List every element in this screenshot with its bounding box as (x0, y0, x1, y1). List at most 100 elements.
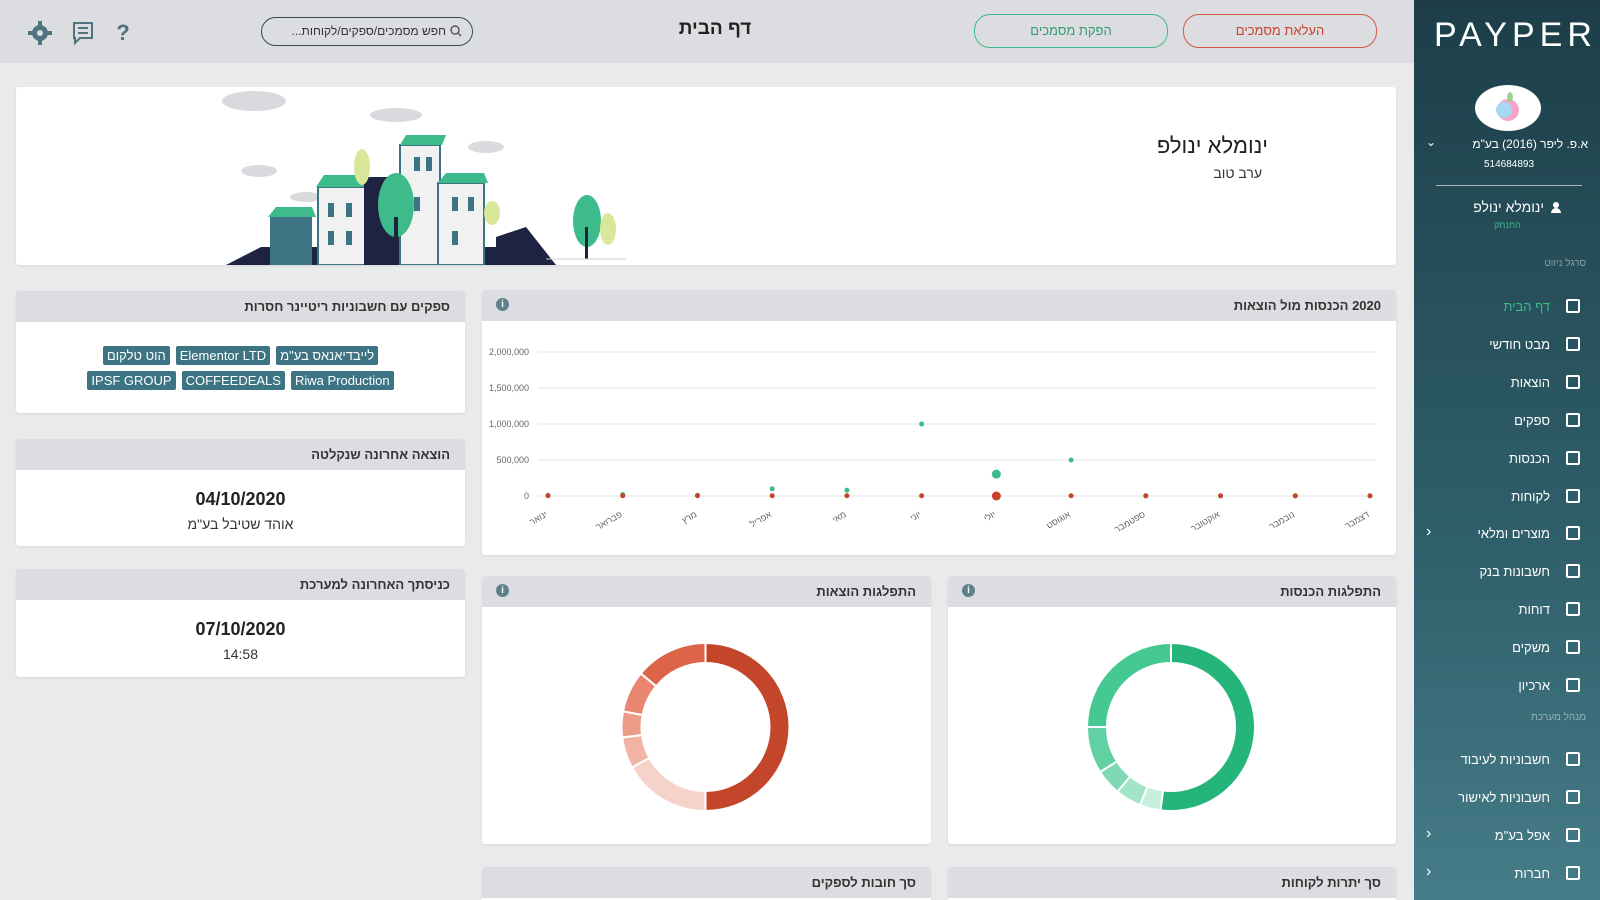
supplier-tag[interactable]: Riwa Production (290, 371, 394, 390)
settings-icon[interactable] (28, 21, 52, 45)
city-illustration (222, 91, 626, 265)
card-title: התפלגות הוצאות (816, 584, 916, 599)
donut-segment (1085, 726, 1119, 774)
card-header: כניסתך האחרונה למערכת (16, 569, 465, 600)
data-point (1367, 493, 1373, 499)
nav-item[interactable]: ספקים (1424, 406, 1586, 436)
nav-label: ספקים (1514, 412, 1550, 428)
nav-item[interactable]: דוחות (1424, 595, 1586, 625)
supplier-tag[interactable]: Elementor LTD (175, 346, 271, 365)
expand-chevron: ‹ (1426, 523, 1432, 541)
nav-item[interactable]: מבט חודשי (1424, 330, 1586, 360)
data-point (1068, 493, 1074, 499)
x-tick-label: דצמבר (1343, 509, 1371, 531)
messages-icon[interactable] (73, 22, 93, 46)
donut-segment (630, 756, 707, 813)
card-title: כניסתך האחרונה למערכת (299, 577, 450, 592)
nav-item[interactable]: דף הבית (1424, 292, 1586, 322)
card-header: ספקים עם חשבוניות ריטיינר חסרות (16, 291, 465, 322)
expand-chevron: ‹ (1426, 863, 1432, 880)
nav-label: חברות (1514, 866, 1550, 881)
data-point (1292, 493, 1298, 499)
nav-icon (1566, 412, 1580, 427)
info-icon[interactable]: i (496, 298, 509, 311)
sidebar: PAYPER א.פ. ליפר (2016) בע"מ ⌄ 514684893… (1414, 0, 1600, 900)
income-distribution-card: התפלגות הכנסות i Disney Studio(52%) 1,103… (948, 576, 1396, 844)
nav-item[interactable]: הוצאות (1424, 368, 1586, 398)
nav-item[interactable]: אפל בע"מ ‹ (1424, 821, 1586, 851)
nav-label: משקים (1512, 640, 1550, 656)
nav-label: אפל בע"מ (1494, 828, 1550, 843)
nav-item[interactable]: ארכיון (1424, 671, 1586, 701)
x-tick-label: אפריל (748, 509, 773, 529)
welcome-card: ינומלא ינולפ ערב טוב (16, 87, 1396, 265)
supplier-tag[interactable]: IPSF GROUP (87, 371, 176, 390)
nav-item[interactable]: חברות ‹ (1424, 859, 1586, 889)
nav-icon (1566, 828, 1580, 842)
nav-item[interactable]: חשבוניות לאישור (1424, 783, 1586, 813)
data-point (991, 469, 1001, 479)
nav-label: דף הבית (1503, 299, 1550, 314)
nav-label: מבט חודשי (1489, 336, 1550, 352)
x-tick-label: פברואר (594, 509, 624, 532)
login-date: 07/10/2020 (195, 619, 286, 639)
company-dropdown[interactable]: ⌄ (1426, 135, 1437, 149)
company-avatar (1475, 85, 1541, 131)
data-point (919, 493, 925, 499)
suppliers-card: ספקים עם חשבוניות ריטיינר חסרות לייבדיאנ… (16, 291, 465, 413)
donut-chart: אחר(14%) 4,730 (620, 641, 791, 813)
supplier-tags: לייבדיאנאס בע"מ Elementor LTD הוט טלקום Riw… (46, 343, 435, 393)
generate-documents-button[interactable]: הפקת מסמכים (974, 14, 1168, 48)
nav-icon (1566, 564, 1580, 579)
login-time: 14:58 (222, 646, 259, 662)
card-title: סך חובות לספקים (811, 875, 916, 890)
donut-chart: Disney Studio(52%) 1,103,000 (1085, 641, 1256, 812)
nav-label: לקוחות (1511, 488, 1550, 504)
data-point (844, 493, 850, 499)
card-header: התפלגות הכנסות i (948, 576, 1396, 607)
data-point (1068, 457, 1074, 463)
card-header: סך חובות לספקים (482, 867, 931, 898)
x-tick-label: יולי (982, 509, 997, 524)
y-tick-label: 0 (524, 491, 529, 501)
info-icon[interactable]: i (496, 584, 509, 597)
nav-item[interactable]: חשבונות בנק (1424, 557, 1586, 587)
card-title: 2020 הכנסות מול הוצאות (1233, 298, 1381, 313)
nav-icon (1566, 752, 1580, 766)
search-icon (450, 25, 462, 37)
help-icon[interactable]: ? (116, 20, 129, 45)
search-box[interactable]: חפש מסמכים/ספקים/לקוחות... (261, 17, 473, 46)
divider (1436, 185, 1582, 186)
nav-item[interactable]: משקים (1424, 633, 1586, 663)
company-name: א.פ. ליפר (2016) בע"מ (1472, 137, 1588, 151)
nav-icon (1566, 678, 1580, 692)
upload-documents-button[interactable]: העלאת מסמכים (1183, 14, 1377, 48)
nav-icon (1566, 488, 1580, 503)
x-tick-label: יוני (909, 509, 923, 523)
logout-link[interactable]: התנתק (1494, 220, 1521, 230)
supplier-tag[interactable]: COFFEEDEALS (181, 371, 285, 390)
data-point (545, 493, 551, 499)
info-icon[interactable]: i (962, 584, 975, 597)
nav-label: הוצאות (1510, 374, 1550, 390)
nav-label: ארכיון (1518, 678, 1550, 693)
nav-item[interactable]: חשבוניות לעיבוד (1424, 745, 1586, 775)
data-point (620, 493, 626, 499)
supplier-tag[interactable]: לייבדיאנאס בע"מ (276, 346, 379, 365)
greeting: ערב טוב (1213, 165, 1262, 181)
card-header: 2020 הכנסות מול הוצאות i (482, 290, 1396, 321)
card-title: התפלגות הכנסות (1280, 584, 1381, 599)
nav-label: מוצרים ומלאי (1477, 526, 1551, 542)
x-tick-label: אוגוסט (1045, 509, 1073, 531)
nav-label: חשבוניות לעיבוד (1460, 752, 1550, 767)
nav-icon (1566, 526, 1580, 541)
data-point (769, 493, 775, 499)
last-expense-card: הוצאה אחרונה שנקלטה 04/10/2020 אוהד שטיב… (16, 439, 465, 546)
nav-item[interactable]: הכנסות (1424, 444, 1586, 474)
nav-item[interactable]: לקוחות (1424, 482, 1586, 512)
supplier-tag[interactable]: הוט טלקום (102, 346, 170, 365)
logo[interactable]: PAYPER (1434, 16, 1597, 54)
nav-item[interactable]: מוצרים ומלאי ‹ (1424, 519, 1586, 549)
y-tick-label: 500,000 (496, 455, 529, 465)
x-tick-label: ינואר (528, 509, 549, 527)
